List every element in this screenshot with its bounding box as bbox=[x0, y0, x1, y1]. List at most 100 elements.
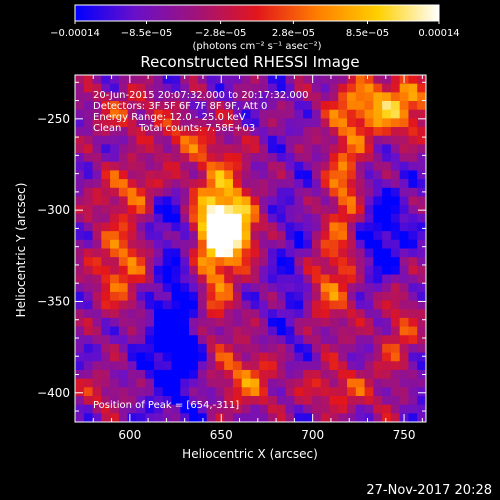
heatmap-cell bbox=[259, 101, 269, 111]
heatmap-cell bbox=[232, 144, 243, 154]
y-tick-label: −300 bbox=[37, 203, 70, 217]
heatmap-cell bbox=[206, 352, 216, 362]
heatmap-cell bbox=[399, 248, 409, 258]
heatmap-cell bbox=[320, 413, 330, 423]
heatmap-cell bbox=[399, 291, 409, 301]
heatmap-cell bbox=[303, 291, 313, 301]
heatmap-cell bbox=[347, 153, 357, 163]
heatmap-cell bbox=[197, 135, 208, 145]
heatmap-cell bbox=[101, 179, 111, 189]
heatmap-cell bbox=[83, 239, 93, 249]
heatmap-cell bbox=[189, 274, 199, 284]
heatmap-cell bbox=[92, 222, 102, 232]
heatmap-cell bbox=[153, 369, 164, 380]
heatmap-cell bbox=[180, 309, 190, 319]
heatmap-cell bbox=[101, 127, 111, 137]
heatmap-cell bbox=[276, 170, 287, 180]
heatmap-cell bbox=[118, 239, 129, 249]
heatmap-cell bbox=[162, 92, 172, 102]
heatmap-cell bbox=[294, 153, 304, 163]
heatmap-cell bbox=[320, 291, 330, 301]
heatmap-cell bbox=[145, 413, 155, 423]
heatmap-cell bbox=[224, 127, 234, 137]
heatmap-cell bbox=[399, 404, 409, 414]
heatmap-cell bbox=[417, 369, 427, 380]
heatmap-cell bbox=[215, 257, 225, 267]
heatmap-cell bbox=[241, 239, 251, 249]
heatmap-cell bbox=[127, 118, 137, 128]
heatmap-cell bbox=[311, 213, 322, 223]
heatmap-cell bbox=[189, 109, 199, 119]
heatmap-cell bbox=[399, 317, 409, 327]
y-tick-label: −250 bbox=[37, 112, 70, 126]
heatmap-cell bbox=[373, 127, 383, 137]
heatmap-cell bbox=[320, 395, 330, 406]
heatmap-cell bbox=[92, 179, 102, 189]
heatmap-cell bbox=[320, 179, 330, 189]
heatmap-cell bbox=[101, 326, 111, 336]
heatmap-cell bbox=[294, 196, 304, 206]
heatmap-cell bbox=[83, 283, 93, 293]
heatmap-cell bbox=[347, 170, 357, 180]
heatmap-cell bbox=[224, 170, 234, 180]
heatmap-cell bbox=[101, 205, 111, 215]
heatmap-cell bbox=[373, 283, 383, 293]
heatmap-cell bbox=[347, 213, 357, 223]
heatmap-cell bbox=[399, 361, 409, 371]
heatmap-cell bbox=[373, 161, 383, 171]
heatmap-cell bbox=[303, 161, 313, 171]
heatmap-cell bbox=[127, 369, 137, 380]
heatmap-cell bbox=[162, 361, 172, 371]
heatmap-cell bbox=[355, 395, 365, 406]
heatmap-cell bbox=[180, 205, 190, 215]
heatmap-cell bbox=[127, 404, 137, 414]
heatmap-cell bbox=[259, 222, 269, 232]
heatmap-cell bbox=[189, 135, 199, 145]
heatmap-cell bbox=[215, 118, 225, 128]
colorbar-tick-label: 2.8e−05 bbox=[272, 28, 315, 39]
heatmap-cell bbox=[303, 378, 313, 388]
heatmap-cell bbox=[320, 300, 330, 310]
heatmap-cell bbox=[390, 75, 401, 85]
heatmap-cell bbox=[101, 161, 111, 171]
heatmap-cell bbox=[276, 135, 287, 145]
heatmap-cell bbox=[285, 213, 295, 223]
heatmap-cell bbox=[127, 291, 137, 301]
heatmap-cell bbox=[338, 361, 348, 371]
heatmap-cell bbox=[338, 265, 348, 275]
heatmap-cell bbox=[259, 309, 269, 319]
heatmap-cell bbox=[197, 326, 208, 336]
heatmap-cell bbox=[338, 83, 348, 93]
heatmap-cell bbox=[390, 92, 401, 102]
heatmap-cell bbox=[241, 300, 251, 310]
heatmap-cell bbox=[294, 205, 304, 215]
heatmap-cell bbox=[390, 378, 401, 388]
heatmap-cell bbox=[110, 335, 120, 345]
chart-title: Reconstructed RHESSI Image bbox=[140, 53, 359, 71]
heatmap-cell bbox=[224, 231, 234, 241]
heatmap-cell bbox=[338, 387, 348, 397]
heatmap-cell bbox=[294, 213, 304, 223]
heatmap-cell bbox=[338, 118, 348, 128]
heatmap-cell bbox=[417, 196, 427, 206]
heatmap-cell bbox=[329, 179, 339, 189]
heatmap-cell bbox=[294, 92, 304, 102]
heatmap-cell bbox=[83, 343, 93, 354]
heatmap-cell bbox=[171, 335, 181, 345]
heatmap-cell bbox=[355, 222, 365, 232]
heatmap-cell bbox=[399, 187, 409, 197]
heatmap-cell bbox=[303, 257, 313, 267]
heatmap-cell bbox=[320, 335, 330, 345]
heatmap-cell bbox=[127, 109, 137, 119]
heatmap-cell bbox=[101, 387, 111, 397]
colorbar-tick-label: −8.5e−05 bbox=[121, 28, 173, 39]
heatmap-cell bbox=[382, 387, 392, 397]
heatmap-cell bbox=[127, 75, 137, 85]
heatmap-cell bbox=[75, 92, 85, 102]
heatmap-cell bbox=[417, 257, 427, 267]
heatmap-cell bbox=[215, 352, 225, 362]
heatmap-cell bbox=[162, 127, 172, 137]
heatmap-cell bbox=[399, 300, 409, 310]
heatmap-cell bbox=[215, 395, 225, 406]
heatmap-cell bbox=[215, 231, 225, 241]
